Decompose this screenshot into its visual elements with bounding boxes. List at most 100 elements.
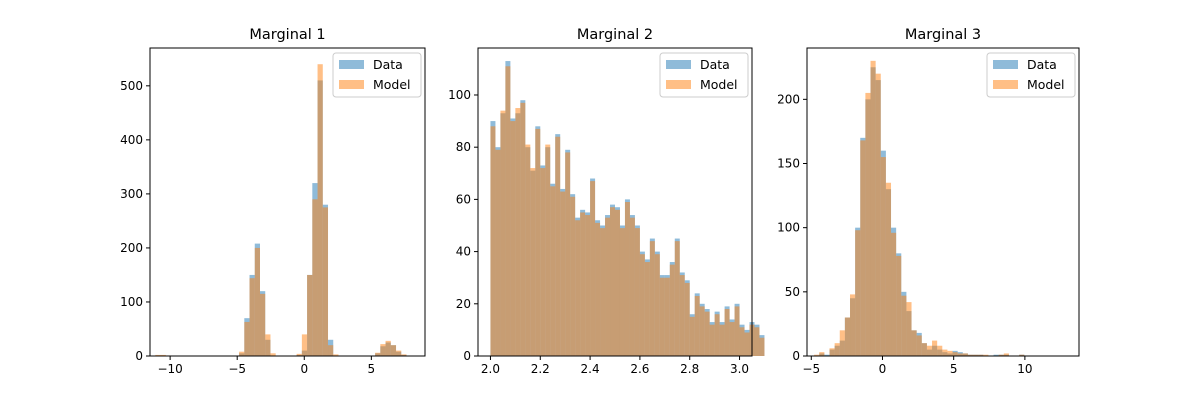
- series-data: [155, 80, 407, 356]
- bar: [1003, 353, 1009, 356]
- bar: [962, 353, 968, 356]
- y-tick-label: 150: [777, 157, 800, 171]
- bar: [615, 209, 620, 356]
- bar: [739, 327, 745, 356]
- x-tick-label: 5: [368, 362, 376, 376]
- bar: [714, 314, 720, 356]
- bar: [555, 136, 561, 356]
- y-tick-label: 100: [777, 221, 800, 235]
- x-tick-label: 2.8: [680, 362, 699, 376]
- bar: [649, 241, 655, 356]
- y-tick-label: 0: [792, 349, 800, 363]
- y-tick-label: 20: [456, 297, 471, 311]
- bar: [301, 334, 308, 356]
- bar: [916, 335, 922, 356]
- chart-title: Marginal 3: [905, 27, 981, 43]
- bar: [855, 230, 861, 356]
- bar: [244, 321, 250, 356]
- bar: [819, 352, 825, 356]
- legend-swatch: [993, 60, 1018, 69]
- bar: [317, 64, 323, 357]
- legend-swatch: [993, 80, 1018, 89]
- bar: [896, 255, 902, 356]
- x-tick-label: 0: [879, 362, 887, 376]
- y-tick-label: 100: [120, 295, 143, 309]
- x-tick-label: −10: [157, 362, 182, 376]
- x-tick-label: 0: [300, 362, 308, 376]
- y-tick-label: 50: [785, 285, 800, 299]
- bar: [814, 354, 820, 356]
- bar: [694, 295, 700, 356]
- bar: [659, 277, 665, 356]
- bar: [952, 352, 958, 356]
- bar: [754, 327, 760, 356]
- y-tick-label: 200: [120, 241, 143, 255]
- bar: [644, 262, 650, 356]
- bar: [570, 196, 576, 356]
- bar: [328, 345, 334, 356]
- y-tick-label: 0: [135, 349, 143, 363]
- bar: [684, 282, 690, 356]
- legend-label: Model: [373, 77, 411, 92]
- bar: [957, 353, 963, 356]
- bar: [973, 354, 979, 356]
- axes-frame: [806, 47, 1080, 357]
- bar: [679, 275, 685, 356]
- bar: [978, 354, 984, 356]
- bar: [634, 228, 640, 356]
- bar: [624, 202, 630, 356]
- bar: [901, 295, 907, 356]
- bar: [385, 340, 391, 356]
- bar: [709, 324, 715, 356]
- bar: [296, 353, 302, 356]
- bar: [629, 217, 635, 356]
- bar: [834, 343, 840, 356]
- y-tick-label: 300: [120, 187, 143, 201]
- bar: [824, 354, 830, 356]
- bar: [724, 309, 730, 356]
- y-tick-label: 60: [456, 192, 471, 206]
- bar: [580, 212, 586, 356]
- bar: [160, 354, 166, 356]
- bar: [993, 354, 999, 356]
- bar: [689, 316, 695, 356]
- bar: [307, 274, 313, 356]
- bar: [595, 222, 601, 356]
- bar: [759, 337, 765, 356]
- x-tick-label: 2.6: [630, 362, 649, 376]
- bar: [239, 351, 245, 356]
- bar: [932, 340, 938, 356]
- bar: [880, 157, 886, 356]
- bar: [254, 247, 260, 356]
- bar: [380, 344, 386, 356]
- bar: [530, 168, 536, 356]
- bar: [605, 217, 611, 356]
- bar: [639, 254, 645, 356]
- bar: [495, 149, 501, 356]
- y-tick-label: 400: [120, 133, 143, 147]
- y-tick-label: 500: [120, 79, 143, 93]
- bar: [654, 254, 660, 356]
- bar: [540, 168, 546, 356]
- x-tick-label: 2.0: [481, 362, 500, 376]
- bar: [829, 348, 835, 356]
- bar: [875, 73, 881, 357]
- bar: [585, 215, 591, 356]
- bar: [870, 60, 876, 356]
- bar: [891, 232, 897, 356]
- bar: [1019, 354, 1025, 356]
- bar: [260, 293, 266, 356]
- bar: [520, 102, 526, 356]
- legend-label: Data: [373, 57, 403, 72]
- bar: [545, 144, 551, 356]
- bar: [610, 207, 615, 356]
- bar: [375, 352, 381, 356]
- chart-title: Marginal 1: [249, 27, 325, 43]
- x-tick-label: 10: [1017, 362, 1032, 376]
- bar: [729, 322, 735, 356]
- bar: [525, 144, 531, 356]
- bar: [575, 220, 581, 356]
- bar: [500, 110, 506, 356]
